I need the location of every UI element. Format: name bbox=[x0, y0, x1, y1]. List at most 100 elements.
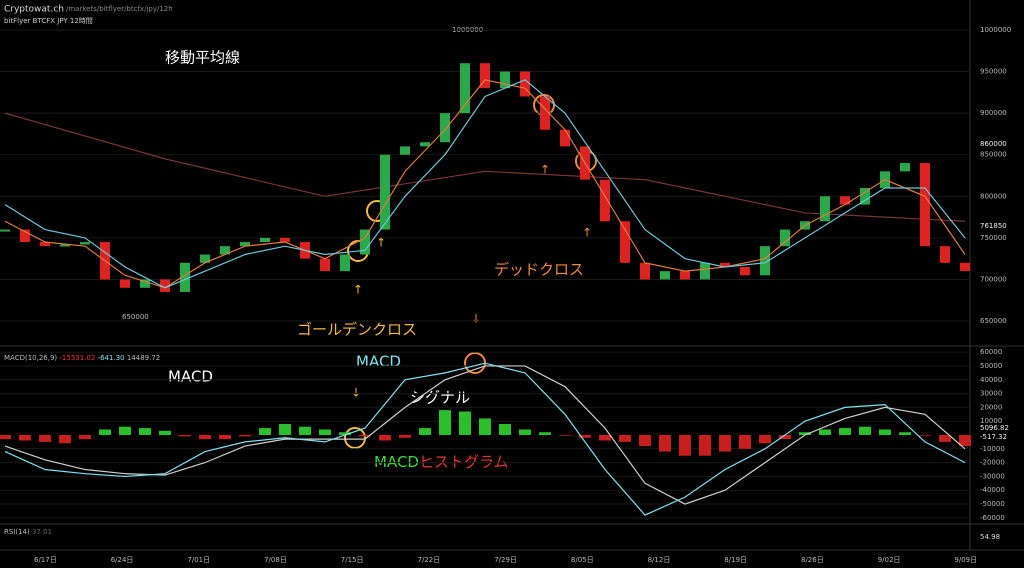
histogram-bar bbox=[319, 429, 331, 435]
histogram-bar bbox=[19, 435, 31, 441]
x-tick-label: 8/26日 bbox=[801, 556, 824, 564]
macd-title: MACD bbox=[168, 368, 213, 386]
histogram-bar bbox=[479, 418, 491, 435]
candle bbox=[660, 271, 670, 280]
y-tick-label: 950000 bbox=[980, 68, 1007, 76]
candle bbox=[120, 279, 130, 288]
hist-label-a: MACD bbox=[374, 453, 419, 471]
histogram-bar bbox=[279, 423, 291, 435]
histogram-bar bbox=[639, 435, 651, 447]
candle bbox=[0, 229, 10, 232]
macd-v3: 14489.72 bbox=[127, 354, 160, 362]
histogram-bar bbox=[559, 435, 571, 436]
candle bbox=[820, 196, 830, 222]
macd-line-label: MACD bbox=[356, 353, 401, 371]
candle bbox=[520, 71, 530, 97]
candle bbox=[900, 163, 910, 172]
histogram-bar bbox=[919, 435, 931, 436]
x-tick-label: 6/24日 bbox=[111, 556, 134, 564]
rsi-right: 54.98 bbox=[980, 533, 1000, 541]
histogram-bar bbox=[879, 429, 891, 435]
y-tick-label: -60000 bbox=[980, 514, 1005, 522]
x-tick-label: 8/05日 bbox=[571, 556, 594, 564]
candle bbox=[700, 262, 710, 280]
arrow: ↑ bbox=[582, 226, 592, 240]
candle bbox=[480, 63, 490, 89]
candle bbox=[340, 254, 350, 272]
histogram-bar bbox=[899, 432, 911, 435]
histogram-bar bbox=[119, 426, 131, 435]
histogram-bar bbox=[99, 429, 111, 435]
macd-v1: -15531.02 bbox=[59, 354, 95, 362]
candle bbox=[60, 244, 70, 247]
arrow: ↑ bbox=[540, 163, 550, 177]
ma-mid-line bbox=[4, 79, 966, 289]
candle bbox=[140, 279, 150, 288]
candle bbox=[740, 266, 750, 276]
histogram-bar bbox=[719, 435, 731, 452]
hist-label-b: ヒストグラム bbox=[419, 453, 509, 471]
candle bbox=[440, 113, 450, 143]
candle bbox=[420, 142, 430, 147]
candle bbox=[940, 246, 950, 263]
y-tick-label: 20000 bbox=[980, 403, 1002, 411]
histogram-bar bbox=[199, 435, 211, 440]
candle bbox=[360, 229, 370, 255]
histogram-bar bbox=[699, 435, 711, 456]
candle bbox=[500, 71, 510, 89]
histogram-bar bbox=[219, 435, 231, 440]
site-name[interactable]: Cryptowat.ch bbox=[4, 5, 64, 15]
candle bbox=[380, 154, 390, 230]
low-label: 650000 bbox=[122, 313, 149, 321]
golden-cross-label: ゴールデンクロス bbox=[297, 321, 417, 339]
candle bbox=[260, 237, 270, 243]
histogram-bar bbox=[939, 435, 951, 442]
y-tick-label: -40000 bbox=[980, 486, 1005, 494]
url-path: /markets/bitflyer/btcfx/jpy/12h bbox=[66, 5, 173, 13]
x-tick-label: 7/08日 bbox=[264, 556, 287, 564]
ma-title: 移動平均線 bbox=[165, 49, 240, 67]
ma-long-line bbox=[4, 112, 966, 222]
y-tick-label: 10000 bbox=[980, 417, 1002, 425]
histogram-bar bbox=[259, 428, 271, 435]
histogram-bar bbox=[339, 432, 351, 435]
candle bbox=[960, 262, 970, 272]
y-tick-label: 800000 bbox=[980, 192, 1007, 200]
candle bbox=[200, 254, 210, 263]
candle bbox=[560, 129, 570, 147]
x-tick-label: 9/09日 bbox=[954, 556, 977, 564]
histogram-bar bbox=[579, 435, 591, 438]
histogram-bar bbox=[819, 429, 831, 435]
histogram-bar bbox=[679, 435, 691, 456]
x-tick-label: 7/01日 bbox=[187, 556, 210, 564]
histogram-bar bbox=[399, 435, 411, 438]
candle bbox=[180, 262, 190, 292]
candle bbox=[640, 262, 650, 280]
histogram-bar bbox=[359, 435, 371, 437]
y-tick-label: 60000 bbox=[980, 348, 1002, 356]
candle bbox=[280, 237, 290, 243]
x-tick-label: 7/15日 bbox=[341, 556, 364, 564]
histogram-bar bbox=[179, 435, 191, 437]
histogram-bar bbox=[59, 435, 71, 444]
y-tick-label: 900000 bbox=[980, 109, 1007, 117]
candle bbox=[840, 196, 850, 205]
dead-cross-label: デッドクロス bbox=[494, 261, 584, 279]
y-tick-label: 50000 bbox=[980, 362, 1002, 370]
candle bbox=[80, 242, 90, 245]
macd-legend: MACD(10,26,9) -15531.02 -641.30 14489.72 bbox=[4, 354, 160, 362]
candle bbox=[760, 246, 770, 276]
macd-marker: 5096.82 bbox=[980, 424, 1009, 432]
candle bbox=[620, 221, 630, 263]
rsi-name: RSI(14) bbox=[4, 528, 30, 536]
y-tick-label: 650000 bbox=[980, 317, 1007, 325]
candle bbox=[460, 63, 470, 114]
histogram-bar bbox=[39, 435, 51, 442]
candle bbox=[680, 271, 690, 280]
macd-legend-name: MACD(10,26,9) bbox=[4, 354, 57, 362]
y-tick-label: -10000 bbox=[980, 445, 1005, 453]
histogram-bar bbox=[299, 426, 311, 435]
x-tick-label: 7/22日 bbox=[418, 556, 441, 564]
candle bbox=[40, 242, 50, 247]
candle bbox=[400, 146, 410, 155]
